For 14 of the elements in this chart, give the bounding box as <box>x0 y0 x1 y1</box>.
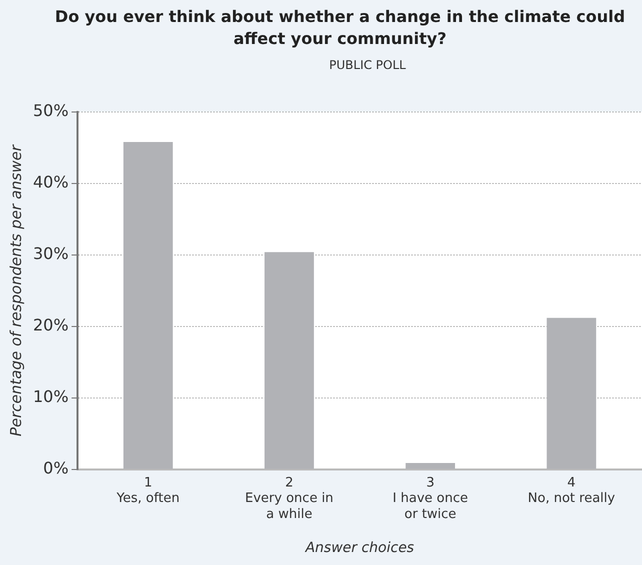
y-tick-label: 0% <box>43 458 69 478</box>
x-axis-title: Answer choices <box>304 540 414 556</box>
chart-title: Do you ever think about whether a change in the climate could affect your community? <box>54 6 626 50</box>
y-tick-label: 10% <box>33 387 69 406</box>
y-tick-label: 20% <box>33 316 69 335</box>
chart-subtitle: PUBLIC POLL <box>328 58 407 72</box>
y-axis-title: Percentage of respondents per answer <box>6 144 25 436</box>
x-tick-label: 1 Yes, often <box>116 476 180 506</box>
y-tick-label: 50% <box>33 101 69 120</box>
x-tick-label: 4 No, not really <box>528 476 616 506</box>
y-tick-label: 40% <box>33 172 69 192</box>
y-tick-label: 30% <box>33 244 69 264</box>
x-tick-label: 3 I have once or twice <box>392 476 468 522</box>
x-tick-label: 2 Every once in a while <box>245 476 334 522</box>
